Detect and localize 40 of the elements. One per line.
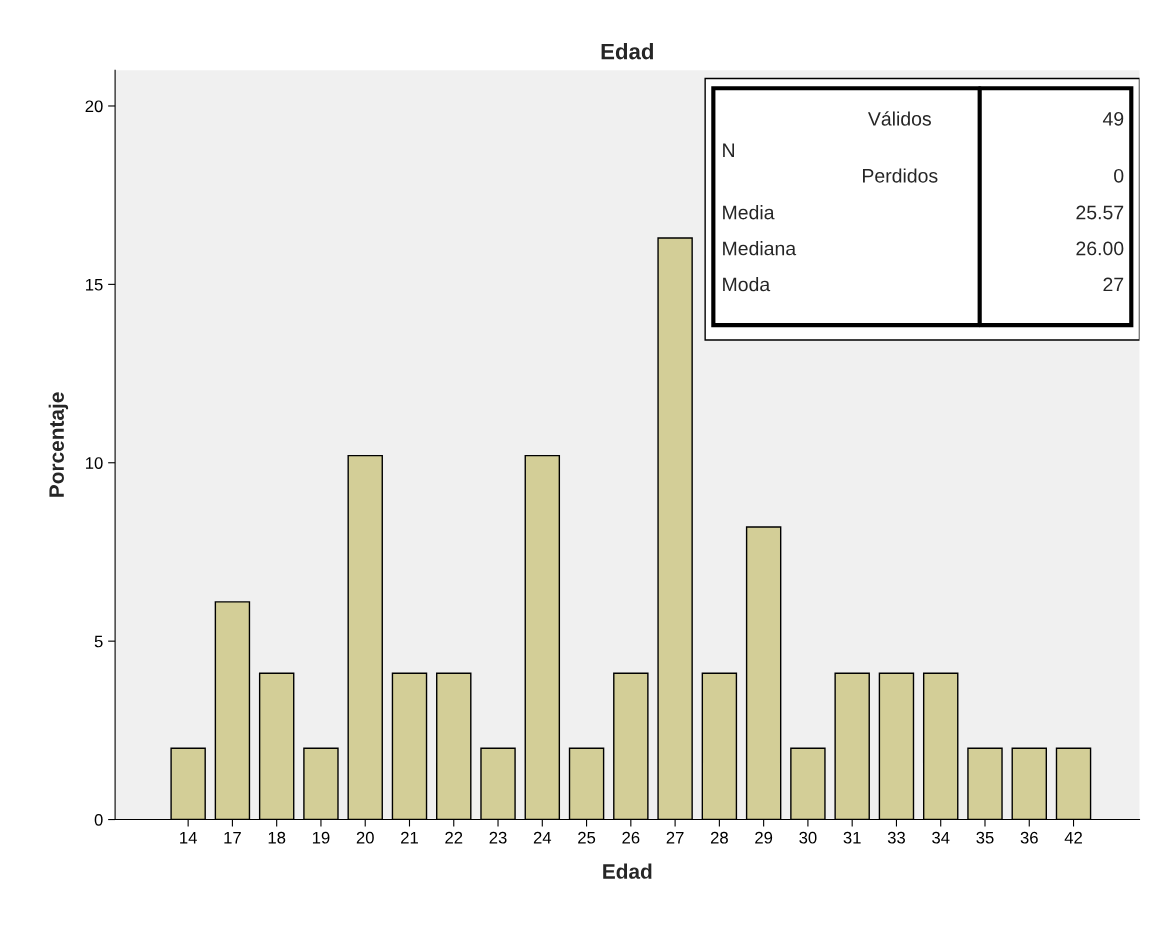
text: 49 [1102,111,1124,126]
x-tick-label: 33 [887,831,905,844]
x-tick-label: 25 [578,831,596,844]
annotation: 25.57 [1076,205,1124,220]
y-tick-label: 0 [94,813,103,826]
x-tick-label: 42 [1064,831,1082,844]
text: 0 [1114,168,1124,183]
y-axis-title: Porcentaje [48,392,69,497]
y-tick-label: 15 [86,278,103,291]
chart-title: Edad [601,43,653,60]
x-tick-label: 28 [710,831,728,844]
x-tick-label: 19 [312,831,330,844]
x-tick-label: 23 [489,831,507,844]
x-tick-label: 36 [1020,831,1038,844]
x-tick-label: 30 [799,831,817,844]
annotation: Media [723,205,775,220]
x-tick-label: 27 [666,831,684,844]
x-tick-label: 31 [843,831,861,844]
text: 27 [1103,277,1124,292]
x-tick-label: 34 [932,831,950,844]
x-tick-label: 14 [180,831,197,844]
y-tick-label: 5 [94,635,103,648]
y-tick-label: 20 [85,100,103,113]
annotation: Mediana [723,241,797,256]
annotation: Moda [723,277,771,292]
annotation: 26.00 [1076,241,1124,256]
x-tick-label: 24 [533,831,552,844]
x-tick-label: 35 [976,831,994,844]
x-tick-label: 26 [622,831,640,844]
x-tick-label: 21 [401,831,418,844]
x-tick-label: 20 [356,831,374,844]
x-tick-label: 29 [755,831,773,844]
x-tick-label: 17 [224,831,241,844]
x-axis-title: Edad [603,863,652,879]
annotation: Perdidos [863,168,938,183]
annotation: Válidos [867,111,931,126]
y-tick-label: 10 [86,457,103,469]
x-tick-label: 22 [445,831,463,844]
x-tick-label: 18 [268,831,286,844]
annotation: N [723,143,734,157]
